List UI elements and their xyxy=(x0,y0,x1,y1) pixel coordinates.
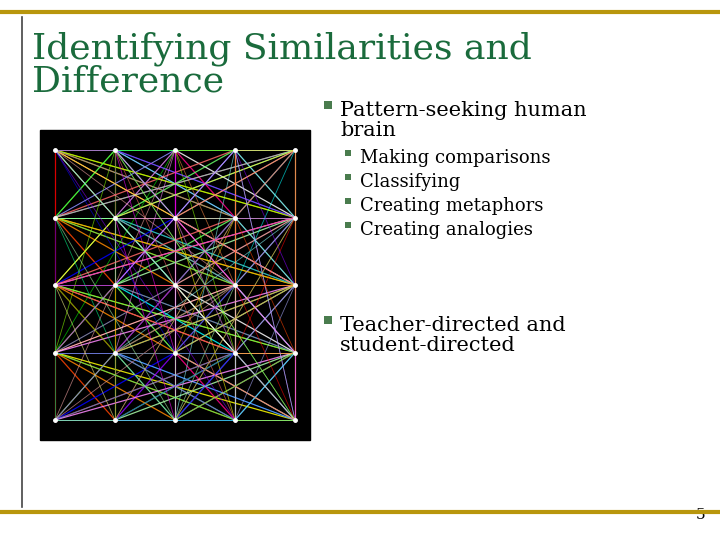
Text: Making comparisons: Making comparisons xyxy=(360,149,551,167)
Bar xyxy=(345,150,351,156)
Text: Teacher-directed and: Teacher-directed and xyxy=(340,316,566,335)
Text: brain: brain xyxy=(340,121,396,140)
Text: student-directed: student-directed xyxy=(340,336,516,355)
Bar xyxy=(40,130,310,440)
Bar xyxy=(324,101,332,109)
Text: Difference: Difference xyxy=(32,65,224,99)
Text: 5: 5 xyxy=(696,508,705,522)
Bar xyxy=(345,174,351,180)
Bar xyxy=(345,222,351,228)
Text: Identifying Similarities and: Identifying Similarities and xyxy=(32,32,532,66)
Text: Creating analogies: Creating analogies xyxy=(360,221,533,239)
Bar xyxy=(324,316,332,324)
Text: Classifying: Classifying xyxy=(360,173,460,191)
Bar xyxy=(345,198,351,204)
Text: Creating metaphors: Creating metaphors xyxy=(360,197,544,215)
Text: Pattern-seeking human: Pattern-seeking human xyxy=(340,101,587,120)
